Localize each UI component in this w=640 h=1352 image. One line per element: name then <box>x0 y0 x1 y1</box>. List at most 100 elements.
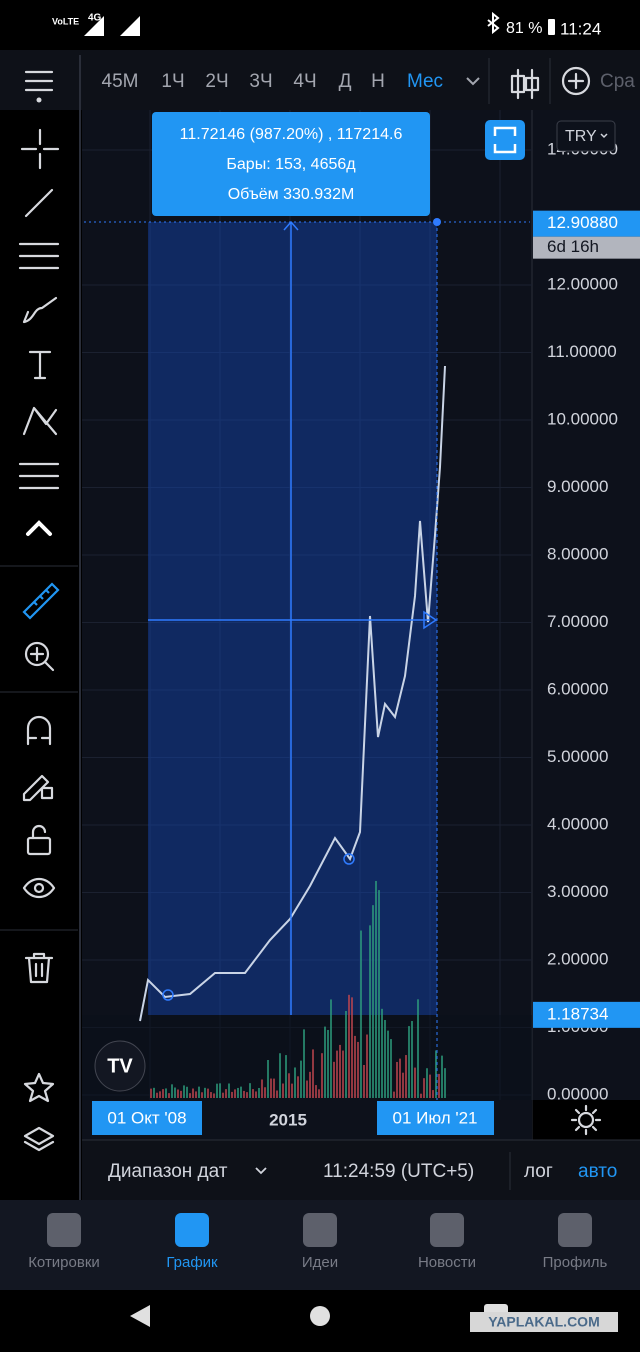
volume-bar <box>444 1068 446 1098</box>
interval-button[interactable]: Мес <box>407 71 443 92</box>
volume-bar <box>411 1021 413 1098</box>
nav-icon[interactable] <box>303 1213 337 1247</box>
fullscreen-button[interactable] <box>485 120 525 160</box>
nav-label[interactable]: График <box>166 1254 218 1271</box>
fib-tool[interactable] <box>18 242 60 270</box>
drawing-handle[interactable] <box>162 989 174 1001</box>
price-tick-label: 9.00000 <box>547 477 608 496</box>
price-tick-label: 10.00000 <box>547 409 618 428</box>
volume-bar <box>195 1091 197 1098</box>
nav-label[interactable]: Идеи <box>302 1254 338 1271</box>
volume-bar <box>255 1091 257 1098</box>
current-price: 12.90880 <box>547 213 618 232</box>
volume-bar <box>345 1010 347 1098</box>
drawing-handle[interactable] <box>343 853 355 865</box>
volume-bar <box>375 880 377 1098</box>
volume-bar <box>438 1073 440 1098</box>
network: 4G <box>88 13 102 24</box>
pattern-tool[interactable] <box>22 406 58 436</box>
time-label-box <box>92 1101 202 1135</box>
volume-bar <box>168 1093 170 1098</box>
range-start: 1.18734 <box>547 1004 608 1023</box>
interval-button[interactable]: 1Ч <box>161 71 184 92</box>
compare-label[interactable]: Сра <box>600 71 635 92</box>
nav-label[interactable]: Новости <box>418 1254 476 1271</box>
volume-bar <box>303 1029 305 1098</box>
volume-bar <box>153 1087 155 1098</box>
volume-bar <box>228 1083 230 1098</box>
volume-bar <box>315 1085 317 1098</box>
volume-bar <box>321 1053 323 1098</box>
volume-bar <box>201 1092 203 1098</box>
interval-button[interactable]: 4Ч <box>293 71 316 92</box>
countdown-box <box>533 236 640 259</box>
interval-button[interactable]: 45М <box>102 71 139 92</box>
volume-bar <box>297 1076 299 1098</box>
trendline-tool[interactable] <box>24 188 54 218</box>
interval-button[interactable]: Д <box>339 71 352 92</box>
nav-label[interactable]: Котировки <box>28 1254 100 1271</box>
settings-icon[interactable] <box>577 1111 595 1129</box>
volume-bar <box>360 930 362 1098</box>
zoom-plus <box>29 646 55 672</box>
back-button[interactable] <box>130 1305 150 1327</box>
volume-bar <box>273 1078 275 1098</box>
currency-button[interactable] <box>556 120 616 152</box>
chart-type-icon[interactable] <box>510 68 540 100</box>
menu-button[interactable] <box>24 70 54 103</box>
hide-tool[interactable] <box>22 877 56 899</box>
auto-toggle[interactable]: авто <box>578 1161 617 1182</box>
eye-pupil <box>33 882 45 894</box>
unlock-tool[interactable] <box>26 836 52 856</box>
volume-bar <box>192 1088 194 1098</box>
price-tick-label: 2.00000 <box>547 949 608 968</box>
volume-bar <box>159 1091 161 1098</box>
bluetooth-icon <box>487 11 500 35</box>
volume-bar <box>366 1034 368 1098</box>
price-tick-label: 6.00000 <box>547 679 608 698</box>
watermark-box <box>470 1312 618 1332</box>
magnet-tool[interactable] <box>26 715 52 746</box>
interval-button[interactable]: 3Ч <box>249 71 272 92</box>
volume-bar <box>261 1079 263 1098</box>
fullscreen-icon <box>493 126 517 154</box>
favorites-tool[interactable] <box>23 1072 55 1103</box>
prediction-tool[interactable] <box>18 462 60 490</box>
volume-bar <box>336 1050 338 1098</box>
nav-icon[interactable] <box>558 1213 592 1247</box>
lock-drawings[interactable] <box>22 774 54 802</box>
text-tool[interactable] <box>28 350 52 380</box>
volume-bar <box>240 1086 242 1098</box>
time-end: 01 Июл '21 <box>392 1108 477 1127</box>
compare-icon[interactable] <box>561 66 591 96</box>
volume-bar <box>219 1083 221 1098</box>
log-toggle[interactable]: лог <box>524 1161 553 1182</box>
nav-icon[interactable] <box>175 1213 209 1247</box>
volume-bar <box>165 1088 167 1098</box>
tv-logo[interactable] <box>94 1040 146 1092</box>
layers-tool[interactable] <box>23 1126 55 1152</box>
volume-bar <box>381 1008 383 1098</box>
status-bar: VoLTE 4G 81 % 11:24 <box>52 11 601 38</box>
nav-label[interactable]: Профиль <box>543 1254 608 1271</box>
interval-button[interactable]: Н <box>371 71 385 92</box>
nav-icon[interactable] <box>47 1213 81 1247</box>
date-range[interactable]: Диапазон дат <box>108 1161 228 1182</box>
brush-tool[interactable] <box>22 296 58 324</box>
crosshair-tool[interactable] <box>20 128 60 170</box>
home-button[interactable] <box>310 1306 330 1326</box>
collapse-tools[interactable] <box>26 520 52 536</box>
volume-bar <box>426 1068 428 1098</box>
trash-tool[interactable] <box>24 952 54 984</box>
volume-bar <box>282 1083 284 1098</box>
volume-bar <box>216 1083 218 1098</box>
ruler-tool[interactable] <box>22 582 60 620</box>
volume-bar <box>342 1050 344 1098</box>
clock: 11:24 <box>560 19 601 38</box>
interval-button[interactable]: 2Ч <box>205 71 228 92</box>
nav-icon[interactable] <box>430 1213 464 1247</box>
zoom-tool[interactable] <box>24 641 50 667</box>
volume-bar <box>330 999 332 1098</box>
interval-caret[interactable] <box>466 77 480 86</box>
price-axis-area <box>532 110 640 1100</box>
